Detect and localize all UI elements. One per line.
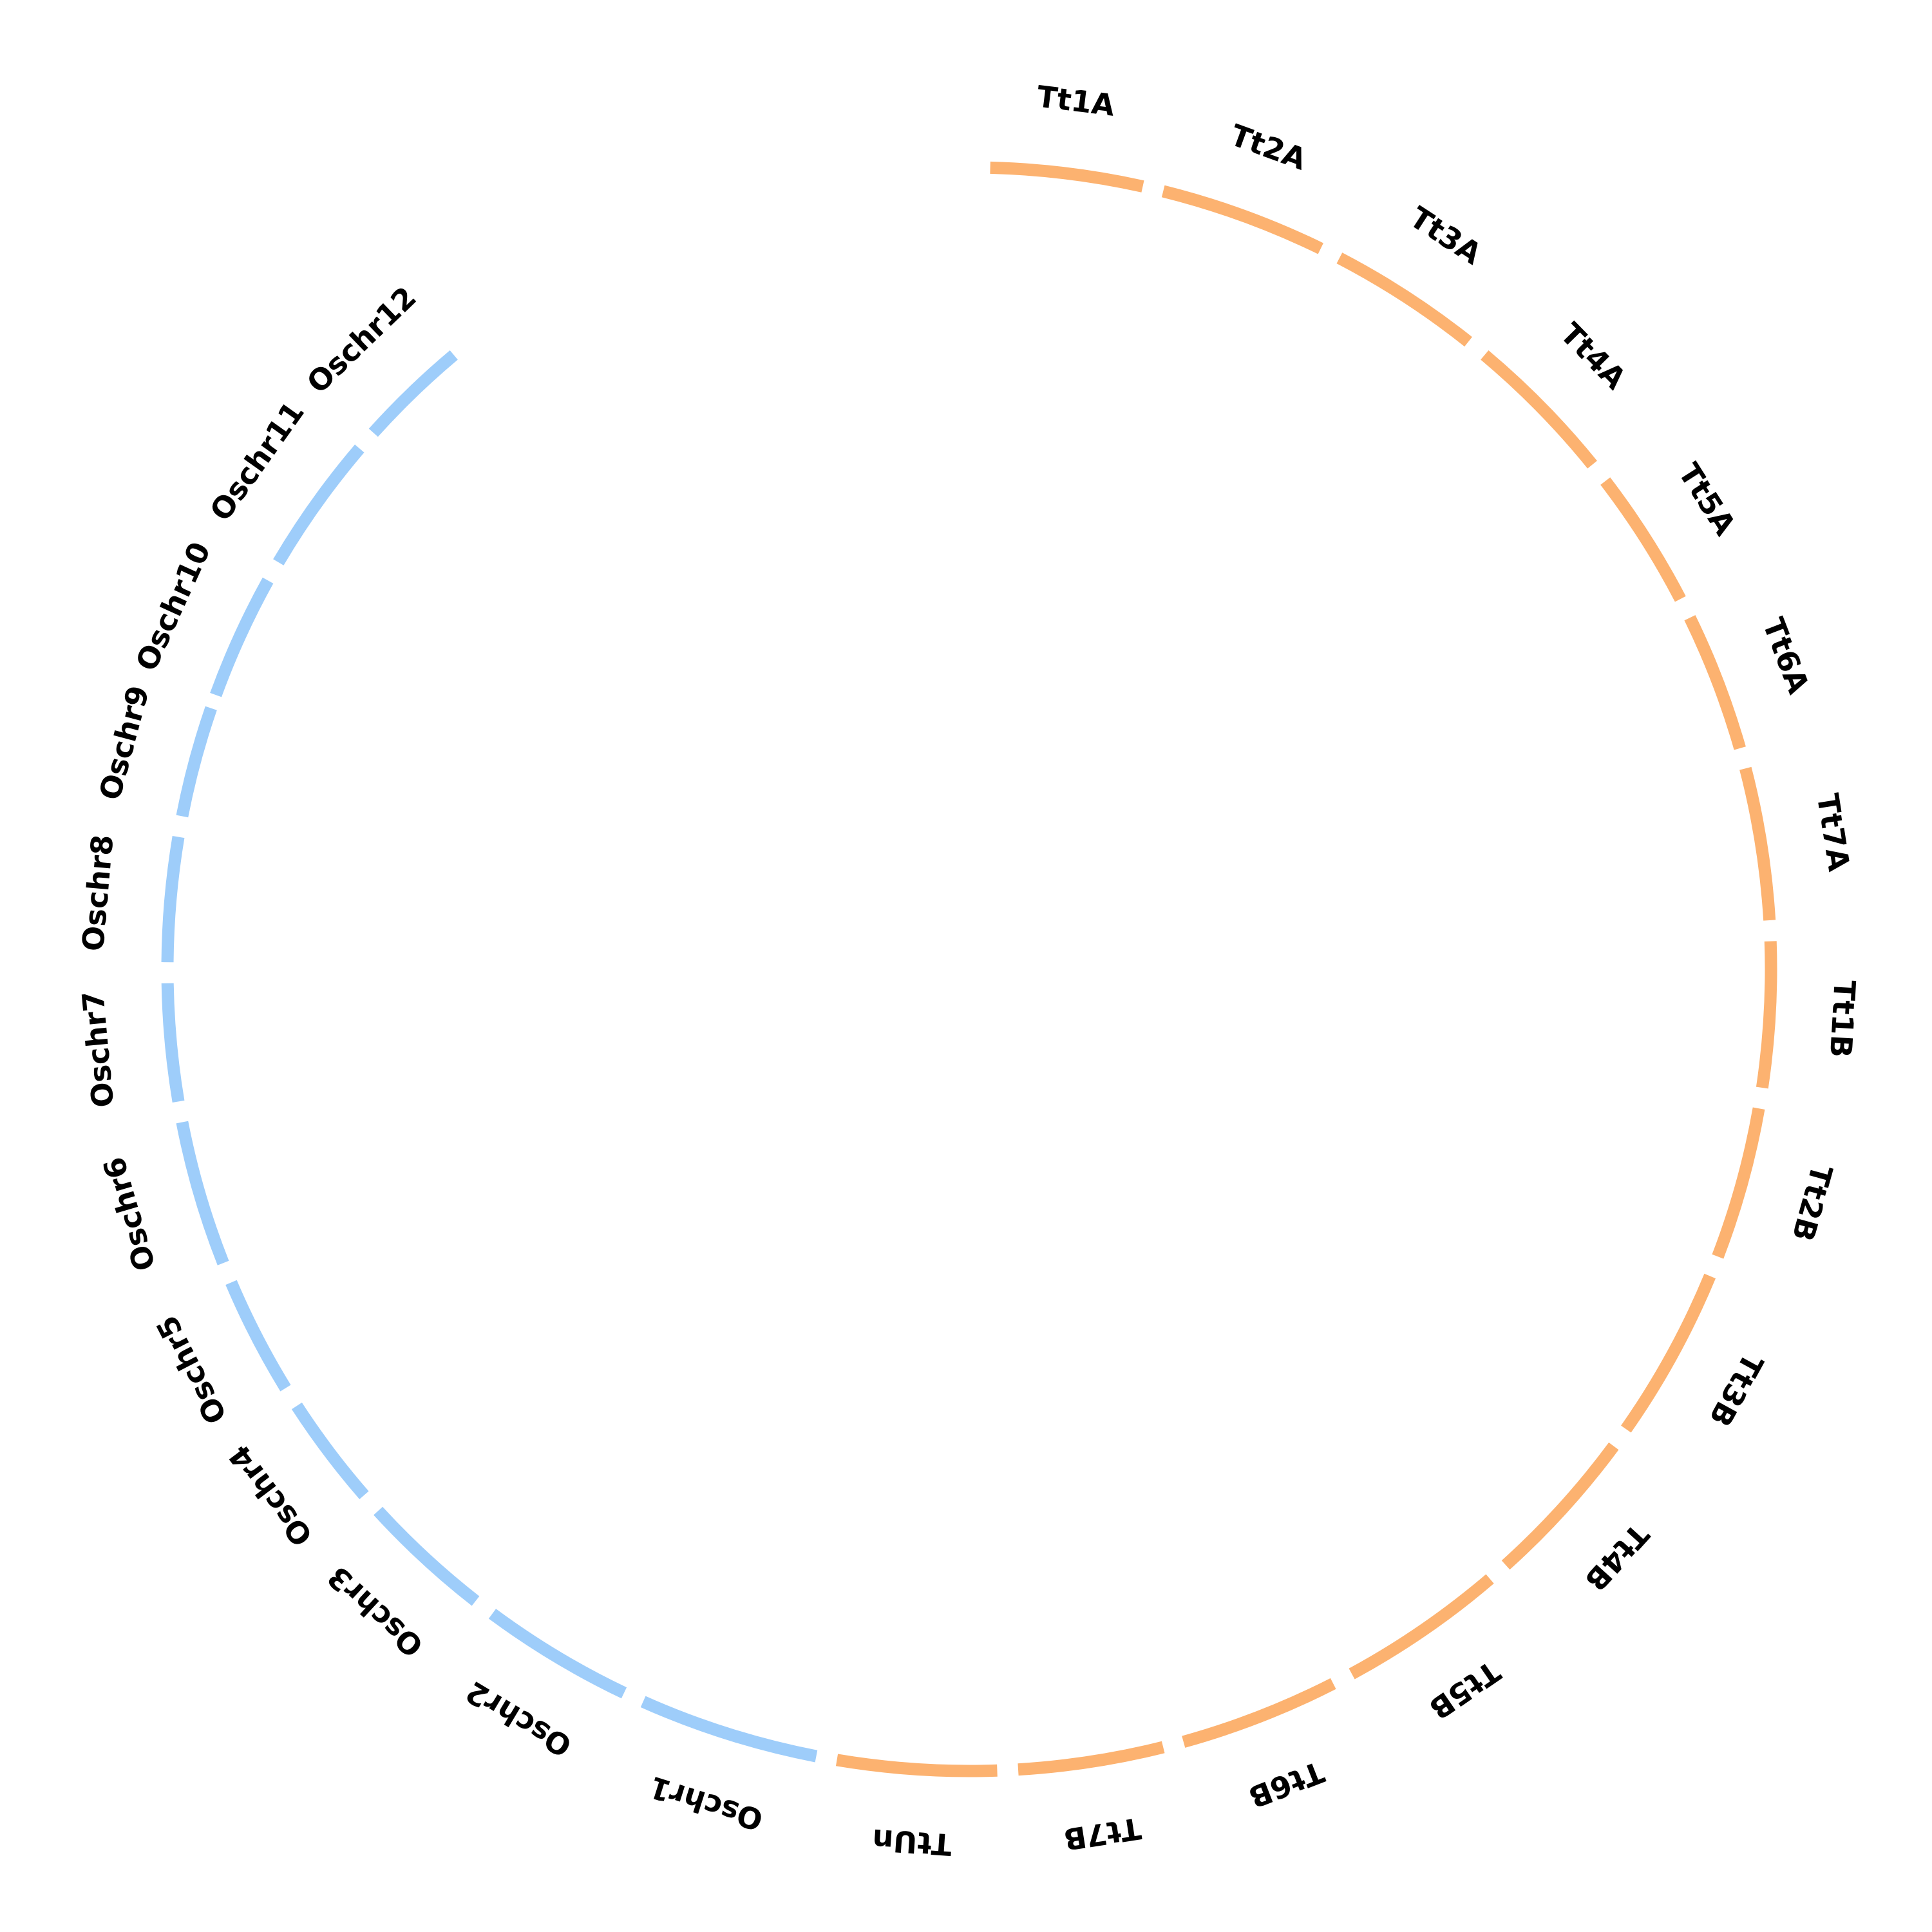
segment-arc-tt1b	[1756, 941, 1777, 1089]
segment-label-oschr3: Oschr3	[321, 1559, 430, 1664]
segment-label-oschr8: Oschr8	[75, 833, 120, 952]
segment-label-tt3b: Tt3B	[1702, 1348, 1770, 1433]
segment-arc-tt6b	[1182, 1678, 1336, 1748]
segment-label-tt4a: Tt4A	[1553, 316, 1633, 396]
segment-label-tt6b: Tt6B	[1244, 1754, 1329, 1815]
segment-arc-tt5b	[1349, 1574, 1494, 1680]
segment-label-tt3a: Tt3A	[1403, 200, 1488, 271]
segment-arc-tt4a	[1481, 350, 1597, 469]
segment-label-oschr6: Oschr6	[96, 1153, 162, 1275]
segment-label-tt5b: Tt5B	[1423, 1654, 1507, 1727]
segments-layer	[161, 161, 1777, 1777]
segment-arc-tt2b	[1712, 1107, 1765, 1259]
segment-label-oschr12: Oschr12	[300, 279, 423, 400]
segment-label-oschr5: Oschr5	[149, 1310, 234, 1430]
segment-label-oschr1: Oschr1	[645, 1770, 767, 1838]
segment-arc-oschr7	[161, 983, 185, 1103]
segment-label-oschr2: Oschr2	[460, 1674, 578, 1765]
segment-arc-oschr9	[176, 706, 217, 818]
segment-arc-oschr6	[176, 1121, 229, 1265]
segment-arc-ttun	[835, 1754, 998, 1777]
segment-label-tt1b: Tt1B	[1823, 979, 1862, 1058]
segment-label-tt1a: Tt1A	[1035, 79, 1117, 122]
segment-label-tt2b: Tt2B	[1785, 1161, 1839, 1245]
segment-arc-tt7b	[1018, 1741, 1165, 1776]
segment-label-tt5a: Tt5A	[1671, 457, 1743, 542]
segment-arc-tt5a	[1600, 477, 1686, 602]
segment-arc-oschr5	[225, 1280, 291, 1392]
segment-arc-tt3a	[1336, 252, 1472, 347]
segment-label-oschr7: Oschr7	[75, 990, 120, 1109]
segment-arc-oschr1	[640, 1696, 818, 1763]
segment-arc-tt2a	[1161, 185, 1323, 254]
segment-arc-oschr12	[368, 350, 458, 437]
segment-label-tt6a: Tt6A	[1756, 613, 1816, 699]
segment-arc-oschr4	[291, 1402, 369, 1500]
segment-arc-oschr11	[273, 444, 365, 565]
segment-arc-oschr2	[488, 1609, 627, 1699]
segment-label-tt7a: Tt7A	[1810, 791, 1857, 874]
labels-layer: Tt1A Tt2A Tt3A Tt4A Tt5A Tt6A Tt7A Tt1B Tt2B Tt3B…	[75, 79, 1862, 1862]
segment-arc-oschr10	[210, 577, 274, 697]
segment-label-oschr9: Oschr9	[92, 682, 156, 804]
segment-arc-tt4b	[1501, 1442, 1619, 1570]
segment-arc-tt7a	[1739, 766, 1776, 921]
segment-label-oschr4: Oschr4	[222, 1439, 319, 1553]
segment-label-oschr10: Oschr10	[129, 536, 218, 676]
segment-arc-tt3b	[1621, 1273, 1716, 1433]
segment-arc-oschr8	[161, 835, 185, 963]
segment-label-oschr11: Oschr11	[203, 395, 311, 527]
segment-label-tt4b: Tt4B	[1578, 1517, 1656, 1598]
segment-arc-oschr3	[374, 1506, 480, 1606]
segment-arc-tt6a	[1684, 615, 1746, 750]
segment-arc-tt1a	[990, 161, 1144, 193]
segment-label-tt7b: Tt7B	[1061, 1811, 1143, 1857]
segment-label-ttun: TtUn	[871, 1823, 953, 1862]
segment-label-tt2a: Tt2A	[1226, 117, 1312, 176]
